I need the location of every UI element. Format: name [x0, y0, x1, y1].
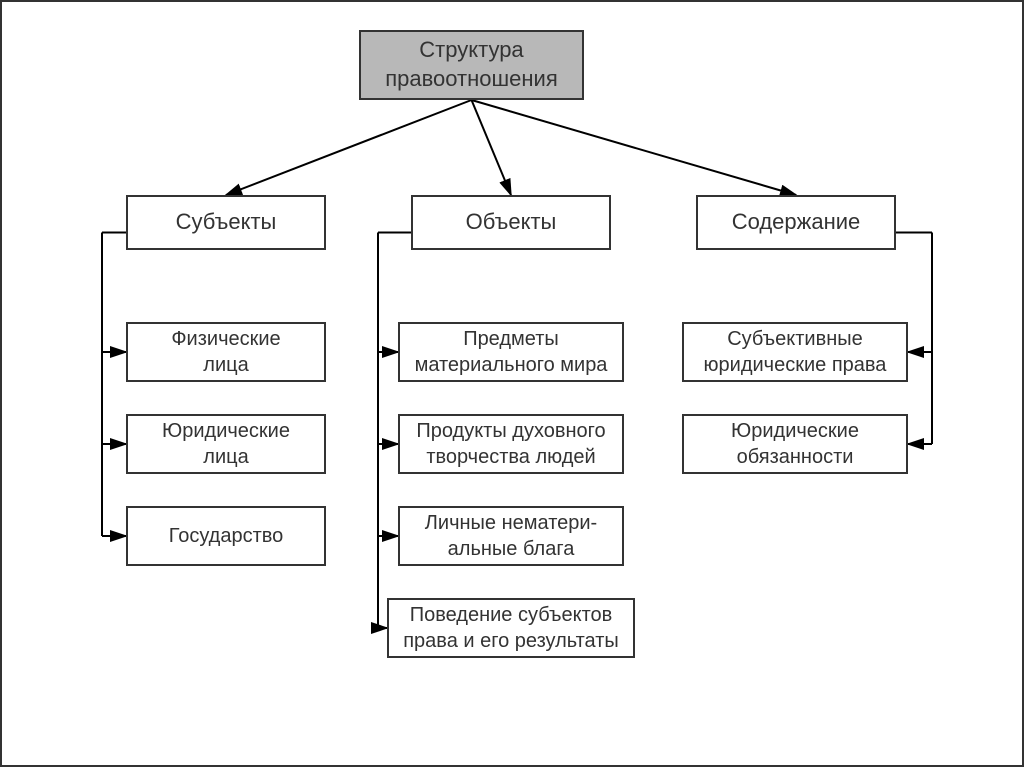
leaf-label: Предметыматериального мира: [415, 326, 608, 378]
leaf-node: Продукты духовноготворчества людей: [398, 414, 624, 474]
category-label: Содержание: [732, 208, 861, 237]
leaf-label: Государство: [169, 523, 284, 549]
leaf-label: Юридическиелица: [162, 418, 290, 470]
leaf-node: Физическиелица: [126, 322, 326, 382]
leaf-node: Личные нематери-альные блага: [398, 506, 624, 566]
leaf-label: Продукты духовноготворчества людей: [416, 418, 605, 470]
leaf-node: Юридическиелица: [126, 414, 326, 474]
category-objects: Объекты: [411, 195, 611, 250]
category-label: Объекты: [466, 208, 557, 237]
root-label: Структураправоотношения: [385, 36, 558, 93]
leaf-label: Поведение субъектовправа и его результат…: [403, 602, 619, 654]
category-subjects: Субъекты: [126, 195, 326, 250]
category-content: Содержание: [696, 195, 896, 250]
leaf-label: Физическиелица: [171, 326, 280, 378]
leaf-node: Юридическиеобязанности: [682, 414, 908, 474]
root-node: Структураправоотношения: [359, 30, 584, 100]
leaf-node: Поведение субъектовправа и его результат…: [387, 598, 635, 658]
leaf-node: Государство: [126, 506, 326, 566]
leaf-label: Юридическиеобязанности: [731, 418, 859, 470]
category-label: Субъекты: [176, 208, 277, 237]
leaf-label: Субъективныеюридические права: [704, 326, 887, 378]
diagram-canvas: Структураправоотношения Субъекты Объекты…: [0, 0, 1024, 767]
leaf-label: Личные нематери-альные блага: [425, 510, 597, 562]
leaf-node: Предметыматериального мира: [398, 322, 624, 382]
leaf-node: Субъективныеюридические права: [682, 322, 908, 382]
